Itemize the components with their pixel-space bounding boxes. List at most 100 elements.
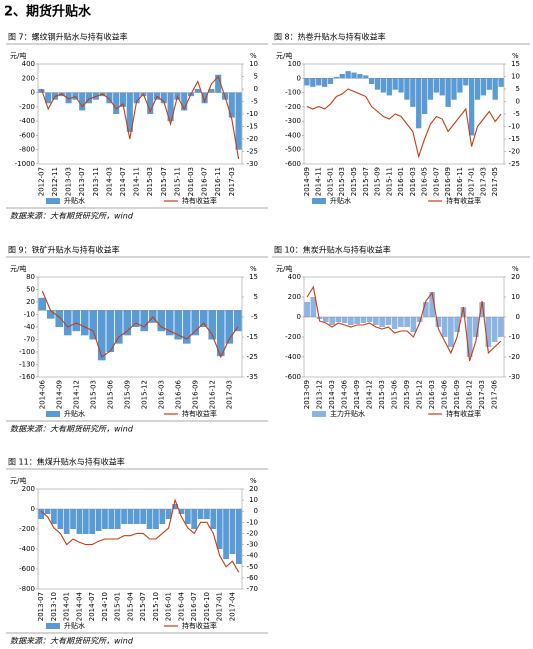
x-tick-label: 2016-07 (201, 167, 209, 196)
legend-label: 持有收益率 (182, 409, 217, 418)
bar (89, 310, 98, 340)
x-tick-label: 2016-12 (208, 380, 216, 409)
x-tick-label: 2013-11 (92, 167, 100, 196)
x-tick-label: 2015-11 (173, 167, 181, 196)
bar (165, 509, 172, 519)
legend-swatch (46, 198, 60, 204)
y-tick-label: 50 (26, 286, 35, 294)
y2-tick-label: -10 (247, 110, 258, 118)
legend-swatch (312, 411, 326, 417)
bar (423, 302, 429, 317)
bar (498, 78, 504, 87)
x-tick-label: 2016-07 (190, 592, 198, 621)
bar (491, 317, 498, 342)
legend-label: 升贴水 (64, 196, 85, 205)
x-tick-label: 2014-12 (72, 380, 80, 409)
bar (233, 310, 242, 332)
y2-tick-label: 10 (511, 293, 520, 301)
bar (341, 317, 348, 323)
bar (55, 310, 64, 327)
bar (321, 78, 328, 87)
bar (304, 78, 310, 86)
bar (106, 310, 115, 352)
bar (76, 509, 83, 534)
y-unit: 元/吨 (10, 264, 26, 273)
x-tick-label: 2016-06 (441, 379, 449, 409)
x-tick-label: 2014-04 (75, 591, 83, 621)
bar (172, 504, 178, 509)
bar (216, 310, 225, 357)
bar (404, 317, 410, 327)
y2-tick-label: 10 (249, 496, 258, 504)
y2-tick-label: 0 (254, 85, 258, 93)
bar (439, 78, 445, 96)
bar (63, 310, 72, 336)
x-tick-label: 2016-03 (409, 167, 417, 196)
bar (448, 317, 454, 347)
line-series (41, 290, 239, 359)
bar (310, 78, 316, 87)
bar (235, 509, 242, 564)
heading: 2、期货升贴水 (4, 4, 92, 20)
bar (146, 509, 153, 529)
y2-tick-label: -10 (247, 518, 258, 526)
bar (386, 78, 392, 96)
y2-tick-label: -35 (247, 373, 258, 381)
x-tick-label: 2015-03 (146, 167, 154, 196)
bar (380, 78, 387, 93)
x-tick-label: 2017-06 (491, 379, 499, 409)
y2-tick-label: -40 (247, 552, 258, 560)
bar (210, 509, 217, 529)
bar (327, 78, 334, 84)
bar (228, 92, 235, 118)
plot-frame (37, 488, 243, 590)
legend-label: 升贴水 (64, 409, 85, 418)
x-tick-label: 2017-05 (491, 167, 499, 196)
bar (486, 78, 492, 90)
bar (345, 71, 351, 79)
y-tick-label: 400 (22, 60, 35, 68)
line-series (40, 75, 240, 160)
line-series (306, 88, 502, 159)
chart-title: 图 8：热卷升贴水与持有收益率 (274, 32, 386, 42)
bar (140, 509, 147, 524)
bar (184, 509, 191, 524)
y2-tick-label: -30 (247, 160, 258, 168)
bar (323, 317, 329, 322)
legend-swatch (46, 411, 60, 417)
bar (474, 78, 481, 100)
x-tick-label: 2016-12 (466, 380, 474, 409)
bar (178, 509, 185, 514)
y2-tick-label: -50 (247, 563, 258, 571)
bar (427, 78, 434, 100)
x-tick-label: 2015-06 (391, 379, 399, 409)
x-tick-label: 2015-03 (338, 167, 346, 196)
bar (225, 310, 234, 344)
legend-label: 主力升贴水 (330, 409, 365, 418)
x-tick-label: 2012-07 (37, 167, 45, 196)
x-tick-label: 2013-03 (65, 167, 73, 196)
bar (102, 509, 108, 529)
bar (335, 317, 342, 322)
bar (235, 92, 242, 150)
x-tick-label: 2015-07 (139, 592, 147, 621)
y2-tick-label: -5 (251, 98, 258, 106)
y2-tick-label: 5 (254, 293, 258, 301)
y2-tick-label: -15 (247, 123, 258, 131)
y-tick-label: -100 (285, 89, 301, 97)
y-tick-label: -500 (285, 146, 301, 154)
y2-tick-label: -30 (247, 541, 258, 549)
chart-title: 图 9：铁矿升贴水与持有收益率 (8, 245, 120, 255)
y2-tick-label: -70 (247, 585, 258, 593)
y2-unit: % (250, 52, 257, 60)
bar (51, 509, 57, 524)
x-tick-label: 2016-09 (453, 380, 461, 409)
x-tick-label: 2015-07 (362, 167, 370, 196)
bar (373, 317, 379, 325)
x-tick-label: 2017-04 (228, 591, 236, 621)
bar (391, 317, 398, 329)
bar (140, 310, 149, 332)
bar (204, 509, 210, 519)
x-tick-label: 2015-12 (140, 380, 148, 409)
x-tick-label: 2016-07 (432, 167, 440, 196)
